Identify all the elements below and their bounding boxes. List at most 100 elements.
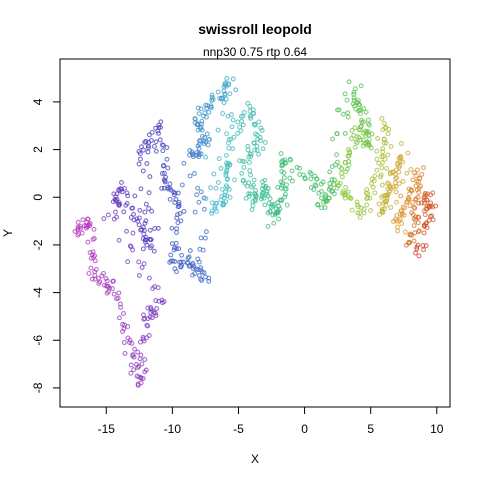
data-point — [96, 281, 102, 286]
data-point — [105, 283, 111, 289]
data-point — [201, 113, 206, 119]
data-point — [208, 105, 214, 110]
data-point — [249, 207, 255, 213]
data-point — [352, 144, 358, 150]
data-point — [146, 275, 152, 281]
data-point — [116, 187, 122, 193]
data-point — [158, 124, 163, 130]
data-point — [407, 203, 413, 209]
data-point — [119, 186, 125, 192]
data-point — [241, 110, 247, 115]
data-point — [252, 122, 258, 128]
data-point — [422, 191, 428, 196]
data-point — [262, 202, 268, 208]
data-point — [278, 197, 284, 203]
data-point — [320, 179, 326, 185]
data-point — [119, 180, 124, 185]
data-point — [223, 96, 229, 102]
data-point — [383, 199, 389, 205]
data-point — [125, 324, 131, 329]
data-point — [279, 183, 285, 188]
data-point — [186, 263, 192, 269]
x-tick-label: -15 — [98, 422, 116, 436]
data-point — [153, 298, 159, 304]
data-point — [419, 171, 425, 177]
data-point — [181, 160, 187, 166]
data-point — [134, 216, 140, 222]
data-point — [424, 197, 430, 203]
data-point — [198, 189, 204, 195]
data-point — [244, 183, 250, 189]
data-point — [198, 106, 204, 112]
data-point — [354, 134, 360, 140]
data-point — [197, 246, 203, 252]
data-point — [361, 206, 367, 212]
data-point — [248, 113, 254, 119]
data-point — [147, 236, 153, 242]
data-point — [175, 204, 181, 210]
data-point — [141, 261, 147, 267]
data-point — [174, 230, 179, 235]
y-tick-label: -6 — [31, 335, 45, 346]
data-point — [88, 255, 94, 261]
data-point — [160, 163, 166, 169]
data-point — [282, 157, 288, 163]
data-point — [79, 230, 85, 236]
data-point — [224, 131, 230, 137]
data-point — [275, 200, 280, 205]
data-point — [151, 248, 157, 254]
data-point — [192, 116, 198, 122]
data-point — [214, 208, 219, 214]
data-point — [399, 221, 405, 226]
data-point — [410, 177, 416, 183]
data-point — [248, 172, 253, 178]
data-point — [308, 176, 314, 182]
data-point — [238, 128, 244, 134]
data-point — [121, 311, 126, 316]
data-point — [345, 189, 351, 195]
data-point — [354, 202, 360, 208]
data-point — [168, 258, 174, 264]
data-point — [178, 264, 184, 270]
data-point — [221, 100, 227, 106]
data-point — [414, 244, 420, 250]
data-point — [390, 169, 396, 175]
data-point — [277, 206, 283, 212]
data-point — [116, 315, 122, 321]
data-point — [421, 197, 427, 203]
data-point — [111, 191, 117, 197]
data-point — [130, 247, 136, 253]
data-point — [160, 143, 166, 148]
data-point — [145, 145, 151, 151]
data-point — [395, 224, 400, 230]
data-point — [327, 169, 333, 175]
data-point — [265, 210, 271, 216]
data-point — [155, 285, 161, 291]
data-point — [404, 170, 410, 176]
data-point — [167, 181, 173, 187]
data-point — [399, 208, 404, 214]
data-point — [185, 255, 191, 261]
data-point — [91, 236, 97, 241]
data-point — [135, 349, 141, 355]
data-point — [88, 265, 94, 271]
data-point — [86, 270, 92, 276]
data-point — [354, 199, 360, 205]
data-point — [177, 211, 183, 216]
data-point — [155, 128, 161, 134]
data-point — [237, 158, 242, 164]
data-point — [412, 205, 418, 211]
data-point — [132, 193, 138, 199]
data-point — [128, 370, 134, 376]
data-point — [416, 228, 422, 234]
data-point — [75, 224, 81, 230]
data-point — [122, 350, 128, 356]
x-tick-label: 10 — [430, 422, 444, 436]
data-point — [215, 89, 221, 95]
data-point — [131, 211, 137, 217]
data-point — [283, 191, 288, 197]
data-point — [394, 175, 400, 181]
data-point — [187, 173, 193, 179]
data-point — [364, 202, 370, 208]
